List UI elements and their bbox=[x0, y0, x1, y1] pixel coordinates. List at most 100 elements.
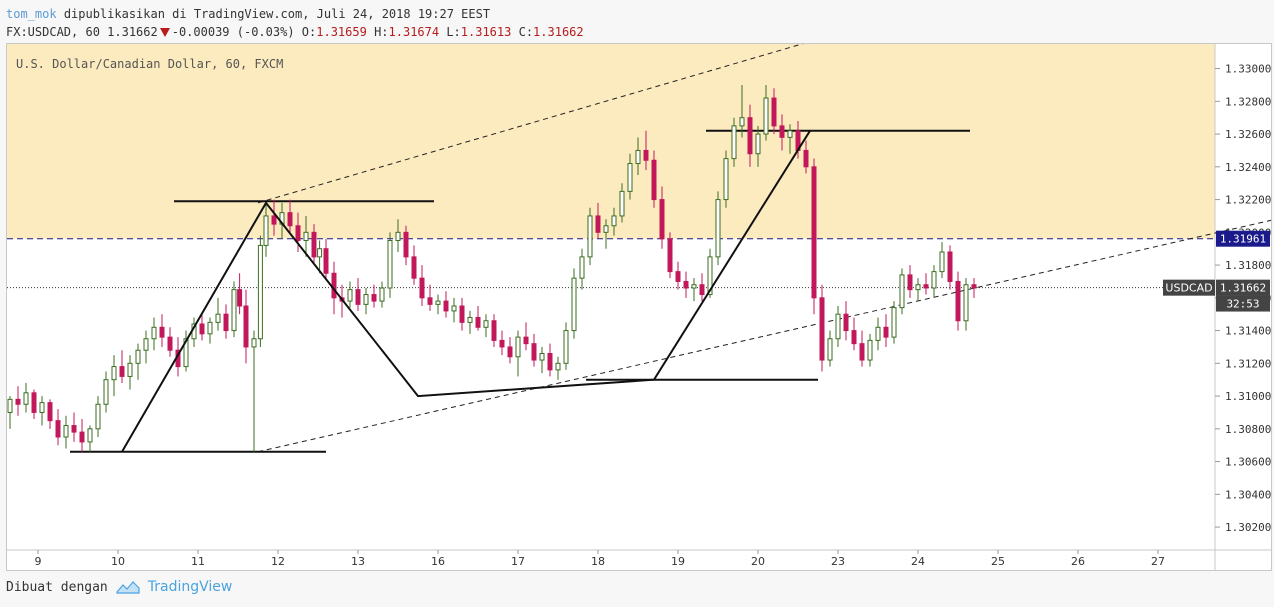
candle-body bbox=[475, 316, 481, 328]
candle-body bbox=[755, 133, 761, 155]
candle-body bbox=[103, 379, 109, 405]
candle-body bbox=[867, 339, 873, 361]
tradingview-logo-icon bbox=[116, 581, 140, 594]
x-tick-label: 26 bbox=[1071, 555, 1085, 568]
candle-body bbox=[883, 326, 889, 338]
channel-line bbox=[257, 219, 1271, 453]
y-tick-label: 1.33000 bbox=[1225, 63, 1271, 76]
candle-body bbox=[515, 336, 521, 358]
candle-body bbox=[167, 336, 173, 351]
channel-line bbox=[257, 44, 804, 204]
candle-body bbox=[95, 403, 101, 430]
x-tick-label: 12 bbox=[271, 555, 285, 568]
open-value: 1.31659 bbox=[316, 25, 367, 39]
y-tick-label: 1.30800 bbox=[1225, 423, 1271, 436]
candle-body bbox=[907, 274, 913, 291]
candle-body bbox=[723, 158, 729, 201]
author-link[interactable]: tom_mok bbox=[6, 7, 57, 21]
down-triangle-icon bbox=[159, 28, 170, 37]
y-tick-label: 1.32600 bbox=[1225, 128, 1271, 141]
candle-body bbox=[675, 271, 681, 282]
pattern-zigzag bbox=[121, 130, 811, 453]
candle-body bbox=[243, 305, 249, 348]
candle-body bbox=[939, 251, 945, 273]
candlestick-chart[interactable]: 1.330001.328001.326001.324001.322001.320… bbox=[7, 44, 1271, 570]
price-tag: 1.31961 bbox=[1220, 233, 1266, 246]
candle-body bbox=[931, 271, 937, 289]
candle-body bbox=[15, 398, 21, 405]
candle-body bbox=[379, 287, 385, 302]
candle-body bbox=[295, 225, 301, 242]
candle-body bbox=[635, 149, 641, 165]
candle-body bbox=[311, 231, 317, 258]
y-tick-label: 1.30400 bbox=[1225, 488, 1271, 501]
candle-body bbox=[63, 425, 69, 438]
candle-body bbox=[691, 284, 697, 289]
price-tag-bg bbox=[1216, 230, 1270, 247]
candle-body bbox=[303, 231, 309, 242]
x-tick-label: 19 bbox=[671, 555, 685, 568]
y-tick-label: 1.32800 bbox=[1225, 95, 1271, 108]
candle-body bbox=[787, 130, 793, 138]
candle-body bbox=[395, 231, 401, 242]
y-tick-label: 1.31800 bbox=[1225, 259, 1271, 272]
candle-body bbox=[891, 307, 897, 338]
candle-body bbox=[287, 212, 293, 227]
candle-body bbox=[257, 244, 263, 340]
candle-body bbox=[947, 251, 953, 282]
candle-body bbox=[251, 338, 257, 348]
candle-body bbox=[875, 326, 881, 341]
candle-body bbox=[363, 294, 369, 305]
candle-body bbox=[23, 392, 29, 405]
price-tag: 32:53 bbox=[1226, 298, 1259, 311]
y-tick-label: 1.31200 bbox=[1225, 357, 1271, 370]
candle-body bbox=[803, 149, 809, 168]
ohlc-line: FX:USDCAD, 60 1.31662 -0.00039 (-0.03%) O… bbox=[6, 23, 584, 41]
chart-panel[interactable]: 1.330001.328001.326001.324001.322001.320… bbox=[6, 43, 1272, 571]
candle-body bbox=[31, 392, 37, 413]
price-tag-bg bbox=[1216, 279, 1270, 296]
candle-body bbox=[159, 326, 165, 338]
close-value: 1.31662 bbox=[533, 25, 584, 39]
low-value: 1.31613 bbox=[460, 25, 512, 39]
candle-body bbox=[955, 280, 961, 322]
candle-body bbox=[111, 366, 117, 381]
candle-body bbox=[271, 215, 277, 225]
candle-body bbox=[603, 225, 609, 233]
candle-body bbox=[317, 248, 323, 258]
x-tick-label: 18 bbox=[591, 555, 605, 568]
candle-body bbox=[747, 117, 753, 155]
candle-body bbox=[151, 326, 157, 340]
y-tick-label: 1.31400 bbox=[1225, 325, 1271, 338]
candle-body bbox=[683, 280, 689, 289]
close-label: C: bbox=[518, 25, 534, 39]
candle-body bbox=[79, 431, 85, 443]
candle-body bbox=[659, 199, 665, 240]
candle-body bbox=[207, 321, 213, 335]
candle-body bbox=[627, 163, 633, 192]
candle-body bbox=[595, 215, 601, 233]
x-tick-label: 24 bbox=[911, 555, 925, 568]
candle-body bbox=[587, 215, 593, 258]
made-with-text: Dibuat dengan bbox=[6, 579, 108, 595]
tradingview-brand-link[interactable]: TradingView bbox=[147, 579, 233, 595]
open-label: O: bbox=[301, 25, 317, 39]
candle-body bbox=[183, 338, 189, 368]
resistance-zone bbox=[7, 44, 1215, 239]
y-tick-label: 1.32200 bbox=[1225, 194, 1271, 207]
high-label: H: bbox=[374, 25, 389, 39]
candle-body bbox=[667, 238, 673, 273]
candle-body bbox=[71, 425, 77, 433]
last-price: 1.31662 bbox=[107, 25, 158, 39]
candle-body bbox=[215, 313, 221, 323]
candle-body bbox=[507, 346, 513, 358]
candle-body bbox=[237, 289, 243, 307]
x-tick-label: 27 bbox=[1151, 555, 1165, 568]
x-tick-label: 17 bbox=[511, 555, 525, 568]
candle-body bbox=[523, 336, 529, 345]
high-value: 1.31674 bbox=[388, 25, 440, 39]
candle-body bbox=[643, 149, 649, 161]
candle-body bbox=[779, 125, 785, 138]
candle-body bbox=[811, 166, 817, 299]
x-tick-label: 13 bbox=[351, 555, 365, 568]
